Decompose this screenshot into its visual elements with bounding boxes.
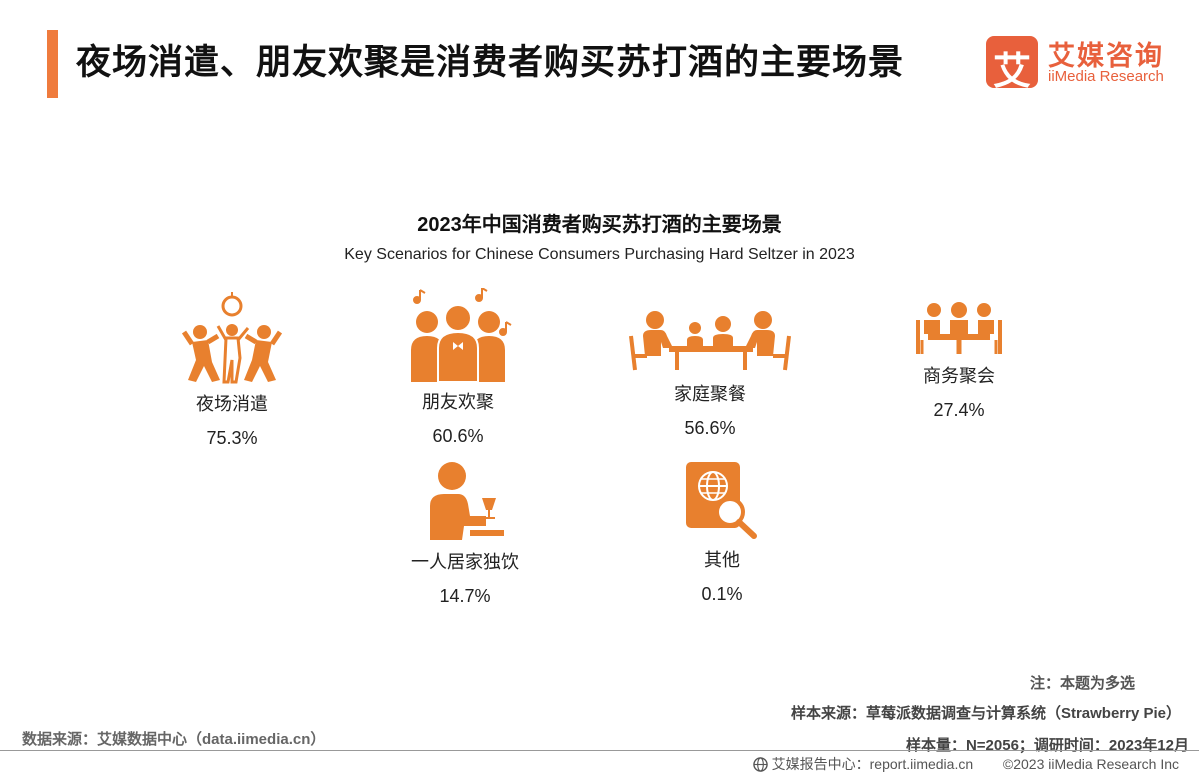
scenario-item-friends: 朋友欢聚 60.6% <box>368 288 548 447</box>
business-meeting-icon <box>916 302 1002 354</box>
scenario-label: 一人居家独饮 <box>411 552 519 572</box>
scenario-value: 60.6% <box>432 426 484 446</box>
solo-drinking-icon <box>430 462 504 540</box>
scenario-label: 其他 <box>704 550 740 570</box>
scenario-item-business: 商务聚会 27.4% <box>869 300 1049 421</box>
title-accent-bar <box>47 30 58 98</box>
scenario-label: 朋友欢聚 <box>422 392 494 412</box>
scenario-value: 75.3% <box>206 428 258 448</box>
sample-size: 样本量：N=2056；调研时间：2023年12月 <box>905 737 1189 754</box>
scenario-value: 14.7% <box>439 586 491 606</box>
scenario-label: 家庭聚餐 <box>674 384 746 404</box>
chart-subtitle: Key Scenarios for Chinese Consumers Purc… <box>344 246 855 263</box>
family-dinner-icon <box>629 311 791 371</box>
scenario-item-solo-drinking: 一人居家独饮 14.7% <box>375 460 555 607</box>
page-title: 夜场消遣、朋友欢聚是消费者购买苏打酒的主要场景 <box>76 43 905 82</box>
copyright: ©2023 iiMedia Research Inc <box>1002 756 1179 772</box>
sample-source: 样本来源：草莓派数据调查与计算系统（Strawberry Pie） <box>790 705 1181 722</box>
scenario-label: 商务聚会 <box>923 366 995 386</box>
logo-mark: 艾 <box>986 36 1038 93</box>
globe-search-icon <box>686 462 757 539</box>
dancing-people-icon <box>182 292 282 384</box>
footer-divider <box>0 750 1199 751</box>
report-center-link[interactable]: 艾媒报告中心：report.iimedia.cn <box>771 756 974 772</box>
globe-icon <box>752 757 768 775</box>
scenario-label: 夜场消遣 <box>196 394 268 414</box>
scenario-item-family-dinner: 家庭聚餐 56.6% <box>620 306 800 439</box>
friends-group-icon <box>411 288 512 382</box>
logo-en-text: iiMedia Research <box>1048 68 1164 85</box>
multi-select-note: 注：本题为多选 <box>1029 675 1135 692</box>
scenario-item-nightlife: 夜场消遣 75.3% <box>142 292 322 449</box>
scenario-item-other: 其他 0.1% <box>632 460 812 605</box>
footer-bar: 艾媒报告中心：report.iimedia.cn ©2023 iiMedia R… <box>752 754 1179 775</box>
data-source: 数据来源：艾媒数据中心（data.iimedia.cn） <box>22 731 326 748</box>
logo-cn-text: 艾媒咨询 <box>1048 41 1164 71</box>
scenario-value: 56.6% <box>684 418 736 438</box>
scenario-value: 27.4% <box>933 400 985 420</box>
iimedia-logo: 艾 艾媒咨询 iiMedia Research <box>986 36 1186 93</box>
chart-title: 2023年中国消费者购买苏打酒的主要场景 <box>417 214 782 236</box>
scenario-value: 0.1% <box>701 584 743 604</box>
